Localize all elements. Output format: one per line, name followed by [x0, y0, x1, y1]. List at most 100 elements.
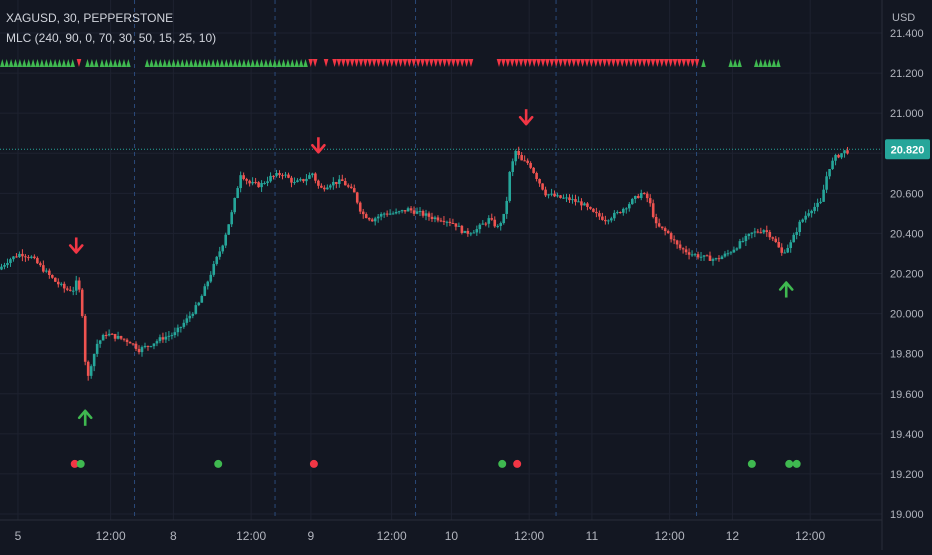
candle-body: [768, 232, 772, 238]
bear-marker-triangle: [624, 59, 629, 67]
bull-marker-triangle: [206, 59, 212, 67]
bear-marker-triangle: [429, 59, 434, 67]
candle-body: [54, 277, 57, 282]
candle-body: [71, 290, 75, 292]
candle-body: [293, 182, 296, 184]
candle-body: [837, 154, 840, 158]
candle-body: [275, 172, 278, 176]
candle-body: [18, 253, 21, 258]
candle-body: [230, 212, 233, 225]
bear-marker-triangle: [398, 59, 403, 67]
candle-body: [553, 193, 556, 197]
bear-marker-triangle: [341, 59, 346, 67]
candle-body: [379, 214, 383, 217]
candle-body: [684, 249, 688, 253]
candle-body: [559, 195, 562, 198]
y-tick-label: 20.200: [890, 269, 924, 281]
bear-marker-triangle: [415, 59, 421, 67]
candle-body: [511, 161, 514, 173]
candle-body: [622, 208, 625, 213]
x-tick-label: 9: [308, 529, 315, 543]
bear-marker-triangle: [619, 59, 625, 67]
bull-marker-triangle: [215, 59, 220, 67]
candle-body: [663, 228, 667, 232]
candle-body: [753, 231, 757, 233]
candle-body: [466, 230, 470, 234]
x-tick-label: 8: [170, 529, 177, 543]
bear-marker-triangle: [562, 59, 568, 67]
bear-marker-triangle: [567, 59, 572, 67]
bear-marker-triangle: [468, 59, 474, 67]
bull-marker-triangle: [89, 59, 95, 67]
candle-body: [807, 213, 810, 216]
candle-body: [203, 286, 207, 296]
candle-body: [317, 180, 320, 186]
candle-body: [526, 160, 529, 164]
candle-body: [349, 186, 353, 189]
candle-body: [107, 333, 111, 336]
candle-body: [140, 347, 144, 353]
candle-body: [0, 266, 3, 270]
candle-body: [720, 256, 724, 260]
y-tick-label: 20.000: [890, 309, 924, 321]
candle-body: [726, 253, 730, 255]
candle-body: [828, 169, 831, 177]
bull-marker-triangle: [263, 59, 269, 67]
candle-body: [732, 249, 736, 253]
candle-body: [272, 175, 275, 177]
bull-marker-triangle: [762, 59, 768, 67]
candle-body: [831, 160, 834, 170]
bear-marker-triangle: [628, 59, 634, 67]
candle-body: [577, 201, 580, 203]
bull-marker-triangle: [268, 59, 273, 67]
bear-marker-triangle: [531, 59, 537, 67]
candle-body: [92, 353, 96, 367]
bear-marker-triangle: [371, 59, 377, 67]
candle-body: [819, 201, 822, 203]
bull-marker-triangle: [754, 59, 759, 67]
bull-marker-triangle: [30, 59, 36, 67]
candle-body: [723, 253, 727, 257]
candle-body: [822, 189, 825, 202]
candle-body: [56, 281, 60, 285]
candle-body: [15, 256, 18, 258]
bull-marker-triangle: [70, 59, 75, 67]
candle-body: [756, 231, 760, 233]
bull-marker-triangle: [66, 59, 71, 67]
bull-marker-triangle: [259, 59, 264, 67]
candle-body: [302, 179, 305, 182]
candle-body: [696, 254, 700, 258]
bull-marker-triangle: [39, 59, 45, 67]
bull-marker-triangle: [290, 59, 295, 67]
candle-body: [245, 179, 248, 181]
bull-marker-triangle: [758, 59, 764, 67]
candle-body: [206, 281, 210, 287]
candle-body: [233, 198, 236, 213]
candle-body: [786, 248, 790, 253]
bull-marker-triangle: [35, 59, 40, 67]
bear-marker-triangle: [615, 59, 621, 67]
candle-body: [218, 251, 222, 257]
candle-body: [846, 150, 849, 154]
bear-marker-triangle: [312, 59, 318, 67]
candle-body: [460, 225, 464, 233]
candle-body: [101, 334, 105, 341]
candle-body: [666, 231, 670, 234]
candle-body: [532, 167, 535, 173]
candle-body: [508, 172, 512, 201]
candle-body: [89, 366, 93, 376]
bear-signal-dot: [70, 459, 79, 468]
candle-body: [406, 208, 410, 212]
bull-marker-triangle: [276, 59, 282, 67]
candle-body: [669, 233, 673, 240]
bear-marker-triangle: [540, 59, 546, 67]
bull-marker-triangle: [737, 59, 742, 67]
bear-marker-triangle: [437, 59, 443, 67]
candle-body: [215, 256, 219, 264]
candle-body: [221, 245, 225, 252]
candle-body: [654, 217, 658, 224]
bear-marker-triangle: [358, 59, 364, 67]
bull-marker-triangle: [158, 59, 163, 67]
